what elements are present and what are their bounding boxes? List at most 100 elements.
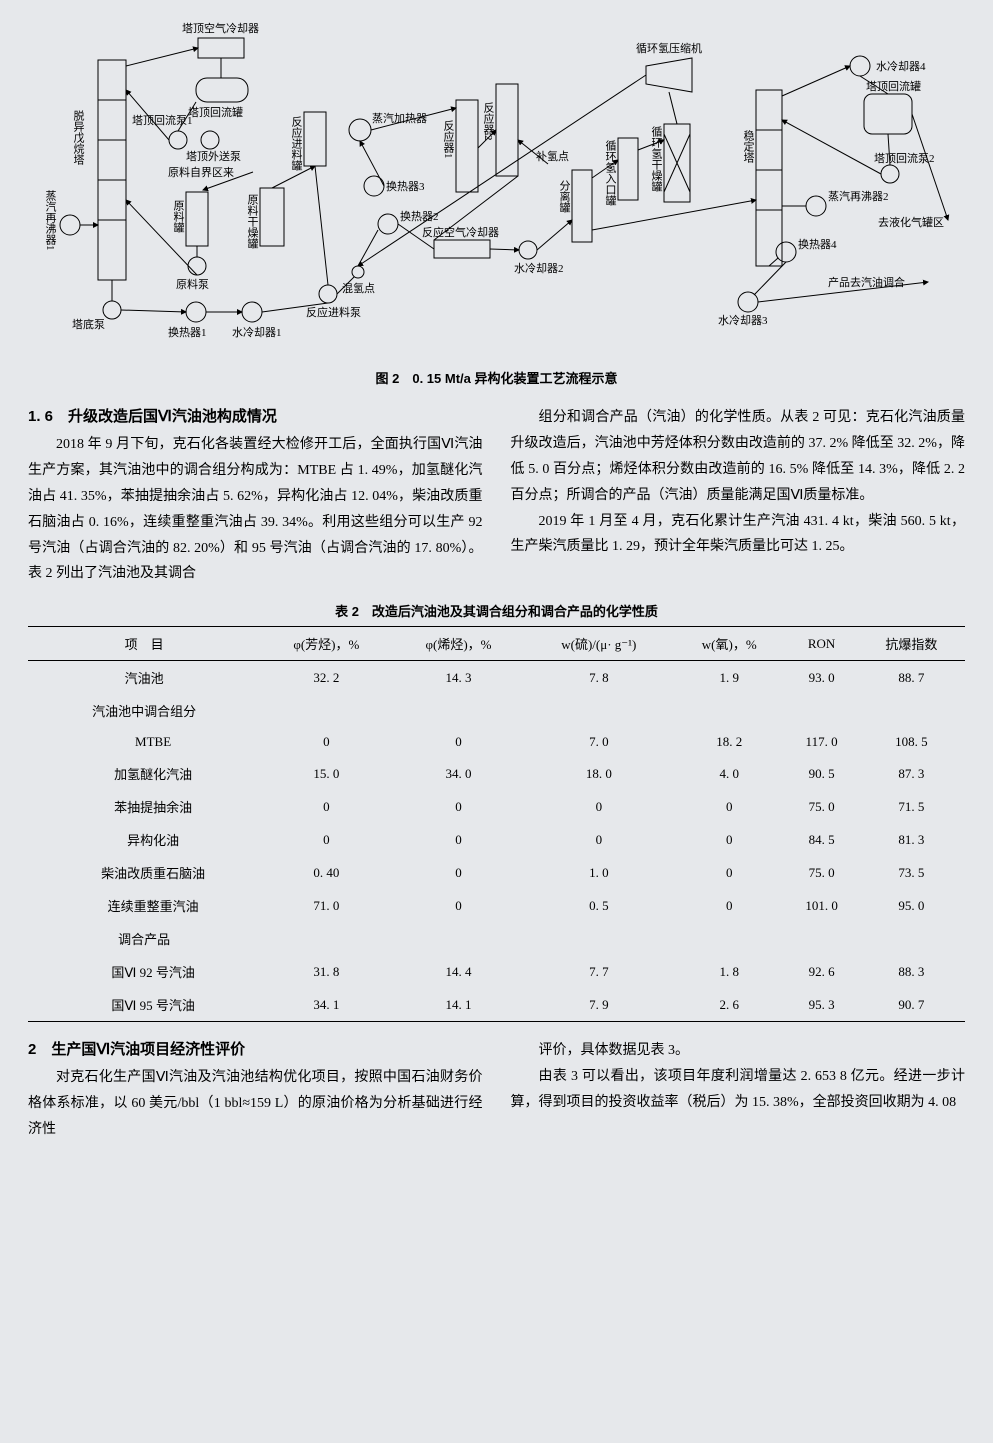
cell: 34. 0 xyxy=(392,757,524,790)
para-1-6-2: 组分和调合产品（汽油）的化学性质。从表 2 可见：克石化汽油质量升级改造后，汽油… xyxy=(511,405,966,509)
cell: 0. 5 xyxy=(525,889,673,922)
lbl-send-pump: 塔顶外送泵 xyxy=(186,149,241,163)
para-2-3: 由表 3 可以看出，该项目年度利润增量达 2. 653 8 亿元。经进一步计算，… xyxy=(511,1064,966,1116)
table-2: 项 目 φ(芳烃)，% φ(烯烃)，% w(硫)/(μ· g⁻¹) w(氧)，%… xyxy=(28,626,965,1022)
lbl-wc1: 水冷却器1 xyxy=(232,326,282,339)
lbl-rec-h2-dryer: 循环氢干燥罐 xyxy=(650,126,663,193)
cell: 95. 3 xyxy=(785,988,857,1022)
cell: 84. 5 xyxy=(785,823,857,856)
cell: 0 xyxy=(525,790,673,823)
row-label: 柴油改质重石脑油 xyxy=(28,856,260,889)
cell: 0 xyxy=(525,823,673,856)
cell: 92. 6 xyxy=(785,955,857,988)
table-2-header-row: 项 目 φ(芳烃)，% φ(烯烃)，% w(硫)/(μ· g⁻¹) w(氧)，%… xyxy=(28,627,965,661)
cell: 73. 5 xyxy=(858,856,965,889)
cell: 88. 7 xyxy=(858,661,965,695)
th-6: 抗爆指数 xyxy=(858,627,965,661)
lbl-rx-feed-pump: 反应进料泵 xyxy=(306,305,361,319)
process-flow-diagram: 脱异戊烷塔 蒸汽再沸器1 塔底泵 塔顶空气冷却器 塔顶回流罐 塔顶回流泵1 塔顶… xyxy=(28,20,965,360)
cell: 108. 5 xyxy=(858,727,965,757)
lbl-feed-from: 原料自界区来 xyxy=(168,165,234,179)
lbl-hx3: 换热器3 xyxy=(386,179,425,193)
cell: 15. 0 xyxy=(260,757,392,790)
cell: 0 xyxy=(260,727,392,757)
cell: 0 xyxy=(392,790,524,823)
cell: 0 xyxy=(673,889,785,922)
cell: 0 xyxy=(673,790,785,823)
cell xyxy=(858,694,965,727)
cell xyxy=(392,694,524,727)
cell: 7. 9 xyxy=(525,988,673,1022)
row-label: 汽油池中调合组分 xyxy=(28,694,260,727)
cell: 18. 0 xyxy=(525,757,673,790)
section-1-6: 1. 6 升级改造后国Ⅵ汽油池构成情况 2018 年 9 月下旬，克石化各装置经… xyxy=(28,405,965,587)
cell: 1. 8 xyxy=(673,955,785,988)
lbl-rec-h2-inlet: 循环氢入口罐 xyxy=(604,140,617,207)
lbl-reflux-drum: 塔顶回流罐 xyxy=(188,105,243,119)
lbl-reflux-drum-r: 塔顶回流罐 xyxy=(866,79,921,93)
lbl-sep: 分离罐 xyxy=(558,180,571,214)
row-label: 加氢醚化汽油 xyxy=(28,757,260,790)
table-row: 汽油池中调合组分 xyxy=(28,694,965,727)
cell: 0. 40 xyxy=(260,856,392,889)
lbl-wc2: 水冷却器2 xyxy=(514,262,564,275)
lbl-reflux-pump1: 塔顶回流泵1 xyxy=(132,113,193,127)
lbl-to-gasoline: 产品去汽油调合 xyxy=(828,275,905,289)
lbl-h2-mix: 混氢点 xyxy=(342,281,375,295)
lbl-tower1: 脱异戊烷塔 xyxy=(72,109,85,166)
lbl-rx1: 反应器1 xyxy=(442,120,455,159)
lbl-rx2: 反应器2 xyxy=(482,102,495,141)
cell: 1. 9 xyxy=(673,661,785,695)
para-1-6-1: 2018 年 9 月下旬，克石化各装置经大检修开工后，全面执行国Ⅵ汽油生产方案，… xyxy=(28,432,483,587)
cell xyxy=(260,922,392,955)
cell: 95. 0 xyxy=(858,889,965,922)
cell: 75. 0 xyxy=(785,856,857,889)
cell: 93. 0 xyxy=(785,661,857,695)
lbl-hx4: 换热器4 xyxy=(798,237,837,251)
lbl-rx-feed-tank: 反应进料罐 xyxy=(290,116,303,172)
flow-svg: 脱异戊烷塔 蒸汽再沸器1 塔底泵 塔顶空气冷却器 塔顶回流罐 塔顶回流泵1 塔顶… xyxy=(28,20,965,360)
th-4: w(氧)，% xyxy=(673,627,785,661)
cell: 0 xyxy=(392,856,524,889)
cell: 1. 0 xyxy=(525,856,673,889)
col-right: 组分和调合产品（汽油）的化学性质。从表 2 可见：克石化汽油质量升级改造后，汽油… xyxy=(511,405,966,587)
table-row: 国Ⅵ 95 号汽油34. 114. 17. 92. 695. 390. 7 xyxy=(28,988,965,1022)
cell: 117. 0 xyxy=(785,727,857,757)
cell xyxy=(858,922,965,955)
table-row: 调合产品 xyxy=(28,922,965,955)
cell: 0 xyxy=(392,889,524,922)
cell: 75. 0 xyxy=(785,790,857,823)
cell: 18. 2 xyxy=(673,727,785,757)
row-label: 异构化油 xyxy=(28,823,260,856)
cell xyxy=(525,694,673,727)
cell: 32. 2 xyxy=(260,661,392,695)
cell: 7. 0 xyxy=(525,727,673,757)
col-left: 1. 6 升级改造后国Ⅵ汽油池构成情况 2018 年 9 月下旬，克石化各装置经… xyxy=(28,405,483,587)
table-row: 汽油池32. 214. 37. 81. 993. 088. 7 xyxy=(28,661,965,695)
cell: 4. 0 xyxy=(673,757,785,790)
row-label: 连续重整重汽油 xyxy=(28,889,260,922)
cell: 31. 8 xyxy=(260,955,392,988)
th-2: φ(烯烃)，% xyxy=(392,627,524,661)
row-label: MTBE xyxy=(28,727,260,757)
th-1: φ(芳烃)，% xyxy=(260,627,392,661)
th-3: w(硫)/(μ· g⁻¹) xyxy=(525,627,673,661)
cell: 0 xyxy=(392,823,524,856)
lbl-wc3: 水冷却器3 xyxy=(718,314,768,327)
cell xyxy=(392,922,524,955)
cell: 88. 3 xyxy=(858,955,965,988)
row-label: 苯抽提抽余油 xyxy=(28,790,260,823)
table-row: 柴油改质重石脑油0. 4001. 0075. 073. 5 xyxy=(28,856,965,889)
cell: 7. 8 xyxy=(525,661,673,695)
row-label: 汽油池 xyxy=(28,661,260,695)
cell xyxy=(785,922,857,955)
cell xyxy=(673,694,785,727)
lbl-stabilizer: 稳定塔 xyxy=(742,129,755,164)
heading-2: 2 生产国Ⅵ汽油项目经济性评价 xyxy=(28,1038,483,1059)
cell: 0 xyxy=(260,790,392,823)
table-row: 连续重整重汽油71. 000. 50101. 095. 0 xyxy=(28,889,965,922)
figure-2: 脱异戊烷塔 蒸汽再沸器1 塔底泵 塔顶空气冷却器 塔顶回流罐 塔顶回流泵1 塔顶… xyxy=(28,20,965,387)
cell: 7. 7 xyxy=(525,955,673,988)
para-2-1: 对克石化生产国Ⅵ汽油及汽油池结构优化项目，按照中国石油财务价格体系标准，以 60… xyxy=(28,1065,483,1143)
lbl-h2-add: 补氢点 xyxy=(536,149,569,163)
